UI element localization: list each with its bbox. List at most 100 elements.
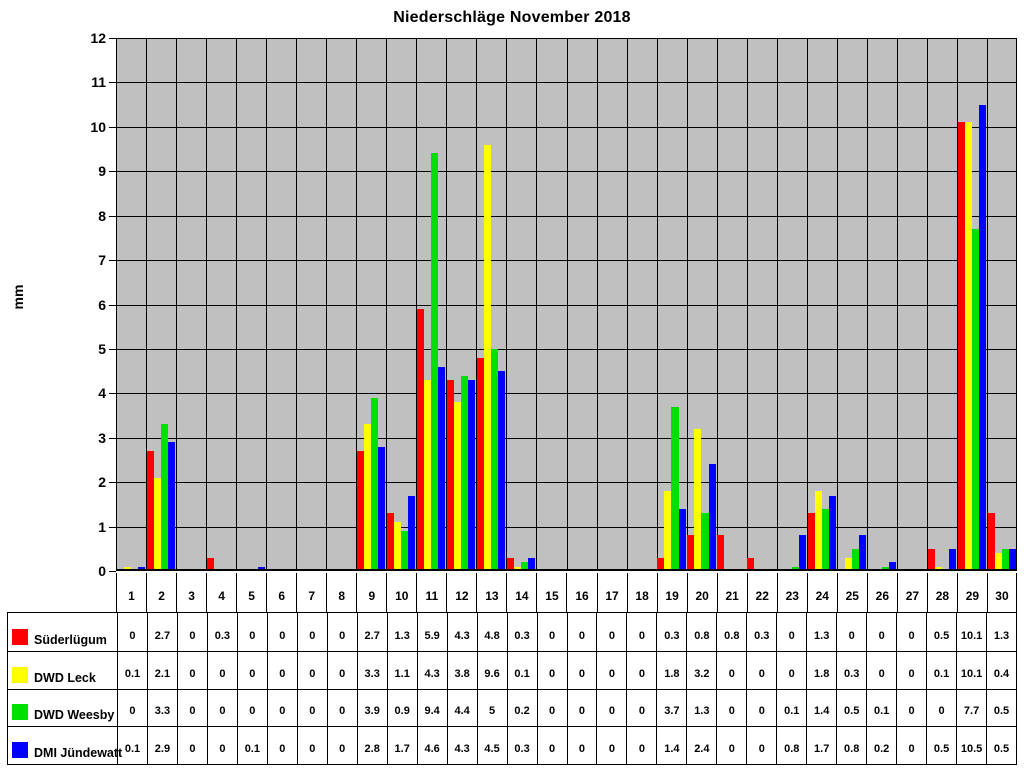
y-tick-mark — [109, 526, 116, 528]
y-tick-mark — [109, 215, 116, 217]
table-value: 0 — [896, 726, 927, 764]
bar-group-day-9 — [356, 38, 386, 571]
table-header-day-11: 11 — [416, 573, 446, 612]
table-value: 2.7 — [146, 613, 177, 651]
table-value: 0 — [266, 650, 297, 689]
bar — [431, 153, 439, 571]
horizontal-gridline — [116, 82, 1017, 84]
table-value: 0 — [926, 688, 957, 727]
table-value: 3.8 — [446, 650, 477, 689]
bar — [514, 566, 522, 571]
data-table-body: Süderlügum 0 2.7 0 0.3 0 0 0 0 2.7 1.3 5.9 4.3 4.8 0.3… — [7, 612, 1017, 765]
y-tick-label: 1 — [98, 518, 106, 535]
table-value: 3.2 — [686, 650, 717, 689]
bar — [378, 446, 386, 571]
bar — [1008, 548, 1016, 571]
bar-group-day-12 — [446, 38, 476, 571]
bar-group-day-25 — [837, 38, 867, 571]
bar — [528, 557, 536, 571]
table-header-day-13: 13 — [476, 573, 506, 612]
bar-group-day-10 — [386, 38, 416, 571]
bar — [498, 371, 506, 571]
table-value: 0 — [266, 613, 297, 651]
table-header-day-14: 14 — [506, 573, 536, 612]
table-value: 4.3 — [416, 650, 447, 689]
bar — [971, 229, 979, 571]
table-header-day-6: 6 — [266, 573, 296, 612]
table-value: 0 — [296, 650, 327, 689]
bar — [408, 495, 416, 571]
y-tick-mark — [109, 126, 116, 128]
bar-group-day-30 — [987, 38, 1017, 571]
table-header-day-3: 3 — [176, 573, 206, 612]
y-tick-label: 7 — [98, 252, 106, 269]
table-value: 0.1 — [866, 688, 897, 727]
bar — [387, 513, 395, 571]
table-value: 0 — [536, 726, 567, 764]
table-value: 2.1 — [146, 650, 177, 689]
bar-group-day-17 — [597, 38, 627, 571]
bar — [881, 566, 889, 571]
table-value: 0 — [626, 688, 657, 727]
table-value: 4.8 — [476, 613, 507, 651]
bar — [694, 428, 702, 571]
y-tick-mark — [109, 304, 116, 306]
y-axis-line — [116, 38, 117, 571]
bar-group-day-27 — [897, 38, 927, 571]
table-value: 0 — [296, 688, 327, 727]
bar — [798, 535, 806, 571]
table-value: 10.1 — [956, 650, 987, 689]
table-value: 10.1 — [956, 613, 986, 651]
table-value: 0 — [326, 650, 357, 689]
table-value: 0 — [117, 688, 147, 727]
bar — [146, 451, 154, 571]
table-value: 0 — [206, 688, 237, 727]
table-value: 0 — [176, 688, 207, 727]
bar-group-day-14 — [506, 38, 536, 571]
table-value: 0.5 — [926, 613, 956, 651]
bar-group-day-5 — [236, 38, 266, 571]
bar — [438, 366, 446, 571]
table-header-day-8: 8 — [326, 573, 356, 612]
table-header-day-9: 9 — [356, 573, 386, 612]
table-header-day-12: 12 — [446, 573, 476, 612]
bar-group-day-6 — [266, 38, 296, 571]
y-tick-label: 6 — [98, 296, 106, 313]
table-header-day-28: 28 — [926, 573, 957, 612]
table-header-day-20: 20 — [686, 573, 717, 612]
bar-group-day-4 — [206, 38, 236, 571]
bar — [807, 513, 815, 571]
bar — [447, 380, 455, 571]
table-value: 0 — [536, 688, 567, 727]
plot-border — [116, 38, 1017, 39]
y-tick-label: 2 — [98, 474, 106, 491]
table-value: 0 — [266, 688, 297, 727]
bar — [828, 495, 836, 571]
table-value: 0.1 — [506, 650, 537, 689]
bar — [417, 308, 425, 571]
bar — [507, 557, 515, 571]
bar — [664, 491, 672, 571]
legend-cell-süderlügum: Süderlügum — [8, 613, 117, 651]
bar-group-day-11 — [416, 38, 446, 571]
horizontal-gridline — [116, 304, 1017, 306]
y-tick-label: 12 — [90, 30, 106, 46]
horizontal-gridline — [116, 437, 1017, 439]
table-value: 0 — [596, 650, 627, 689]
bar — [258, 566, 266, 571]
legend-cell-dwd-leck: DWD Leck — [8, 650, 117, 689]
table-header-day-17: 17 — [596, 573, 627, 612]
table-value: 1.3 — [806, 613, 836, 651]
bar — [167, 442, 175, 571]
table-value: 0.2 — [866, 726, 897, 764]
bar — [123, 566, 131, 571]
bar — [821, 508, 829, 571]
table-value: 0 — [566, 688, 597, 727]
table-value: 0 — [746, 688, 777, 727]
table-value: 0 — [716, 726, 747, 764]
horizontal-gridline — [116, 260, 1017, 262]
table-value: 1.8 — [806, 650, 837, 689]
table-value: 0 — [896, 688, 927, 727]
table-header-day-22: 22 — [746, 573, 777, 612]
bar-group-day-7 — [296, 38, 326, 571]
